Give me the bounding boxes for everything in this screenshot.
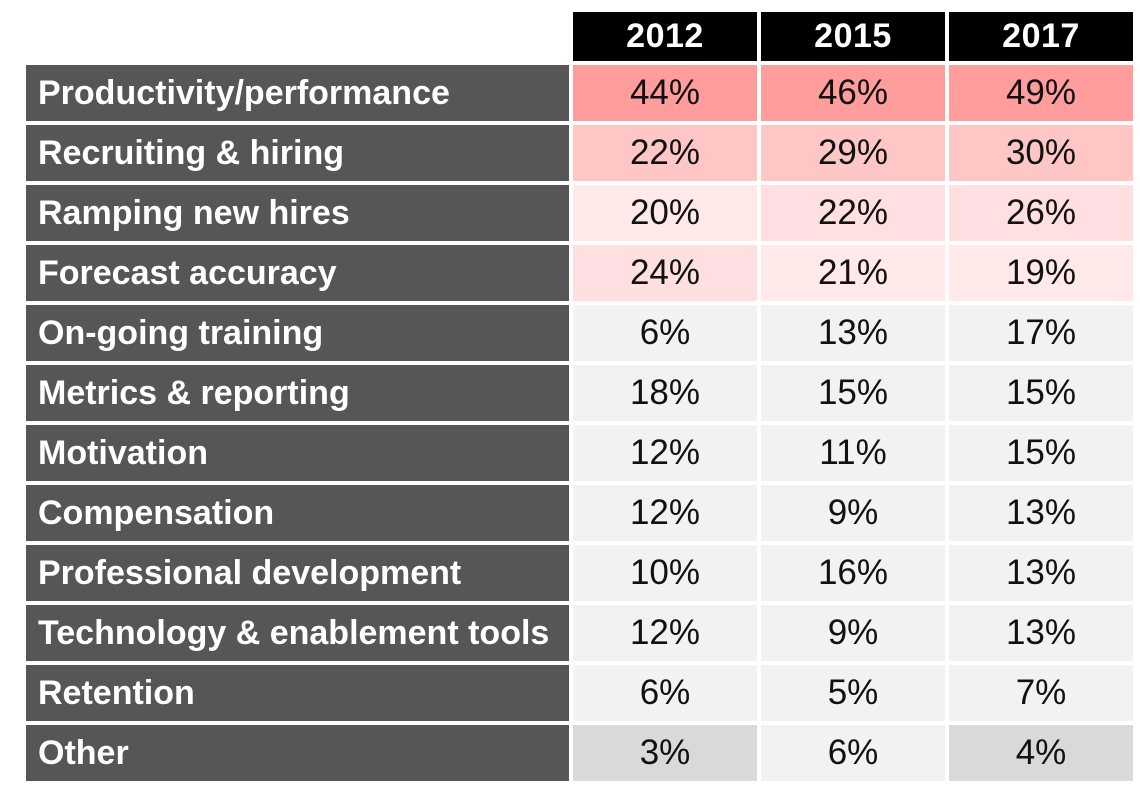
value-cell-retention-2012: 6%: [573, 665, 757, 721]
value-cell-ramping-new-hires-2015: 22%: [761, 185, 945, 241]
value-cell-recruiting-hiring-2012: 22%: [573, 125, 757, 181]
value-cell-productivity-performance-2015: 46%: [761, 65, 945, 121]
row-label-motivation: Motivation: [26, 425, 569, 481]
row-label-retention: Retention: [26, 665, 569, 721]
row-label-compensation: Compensation: [26, 485, 569, 541]
value-cell-productivity-performance-2017: 49%: [949, 65, 1133, 121]
value-cell-professional-development-2012: 10%: [573, 545, 757, 601]
column-header-2017: 2017: [949, 12, 1133, 61]
value-cell-other-2015: 6%: [761, 725, 945, 781]
value-cell-ramping-new-hires-2017: 26%: [949, 185, 1133, 241]
value-cell-compensation-2015: 9%: [761, 485, 945, 541]
value-cell-productivity-performance-2012: 44%: [573, 65, 757, 121]
row-label-metrics-reporting: Metrics & reporting: [26, 365, 569, 421]
heat-table: 2012 2015 2017 Productivity/performance 44% 4…: [26, 12, 1133, 781]
value-cell-metrics-reporting-2012: 18%: [573, 365, 757, 421]
value-cell-recruiting-hiring-2017: 30%: [949, 125, 1133, 181]
column-header-2012: 2012: [573, 12, 757, 61]
row-label-other: Other: [26, 725, 569, 781]
row-label-ramping-new-hires: Ramping new hires: [26, 185, 569, 241]
value-cell-professional-development-2015: 16%: [761, 545, 945, 601]
table-corner: [26, 12, 569, 61]
value-cell-technology-enablement-tools-2017: 13%: [949, 605, 1133, 661]
value-cell-forecast-accuracy-2017: 19%: [949, 245, 1133, 301]
value-cell-recruiting-hiring-2015: 29%: [761, 125, 945, 181]
value-cell-other-2012: 3%: [573, 725, 757, 781]
row-label-productivity-performance: Productivity/performance: [26, 65, 569, 121]
value-cell-ramping-new-hires-2012: 20%: [573, 185, 757, 241]
value-cell-compensation-2017: 13%: [949, 485, 1133, 541]
value-cell-forecast-accuracy-2015: 21%: [761, 245, 945, 301]
row-label-professional-development: Professional development: [26, 545, 569, 601]
row-label-on-going-training: On-going training: [26, 305, 569, 361]
value-cell-metrics-reporting-2017: 15%: [949, 365, 1133, 421]
row-label-recruiting-hiring: Recruiting & hiring: [26, 125, 569, 181]
value-cell-compensation-2012: 12%: [573, 485, 757, 541]
value-cell-professional-development-2017: 13%: [949, 545, 1133, 601]
value-cell-on-going-training-2017: 17%: [949, 305, 1133, 361]
row-label-forecast-accuracy: Forecast accuracy: [26, 245, 569, 301]
value-cell-other-2017: 4%: [949, 725, 1133, 781]
value-cell-metrics-reporting-2015: 15%: [761, 365, 945, 421]
value-cell-forecast-accuracy-2012: 24%: [573, 245, 757, 301]
value-cell-on-going-training-2012: 6%: [573, 305, 757, 361]
value-cell-technology-enablement-tools-2015: 9%: [761, 605, 945, 661]
value-cell-retention-2015: 5%: [761, 665, 945, 721]
value-cell-on-going-training-2015: 13%: [761, 305, 945, 361]
value-cell-retention-2017: 7%: [949, 665, 1133, 721]
row-label-technology-enablement-tools: Technology & enablement tools: [26, 605, 569, 661]
value-cell-motivation-2012: 12%: [573, 425, 757, 481]
column-header-2015: 2015: [761, 12, 945, 61]
value-cell-technology-enablement-tools-2012: 12%: [573, 605, 757, 661]
value-cell-motivation-2015: 11%: [761, 425, 945, 481]
value-cell-motivation-2017: 15%: [949, 425, 1133, 481]
